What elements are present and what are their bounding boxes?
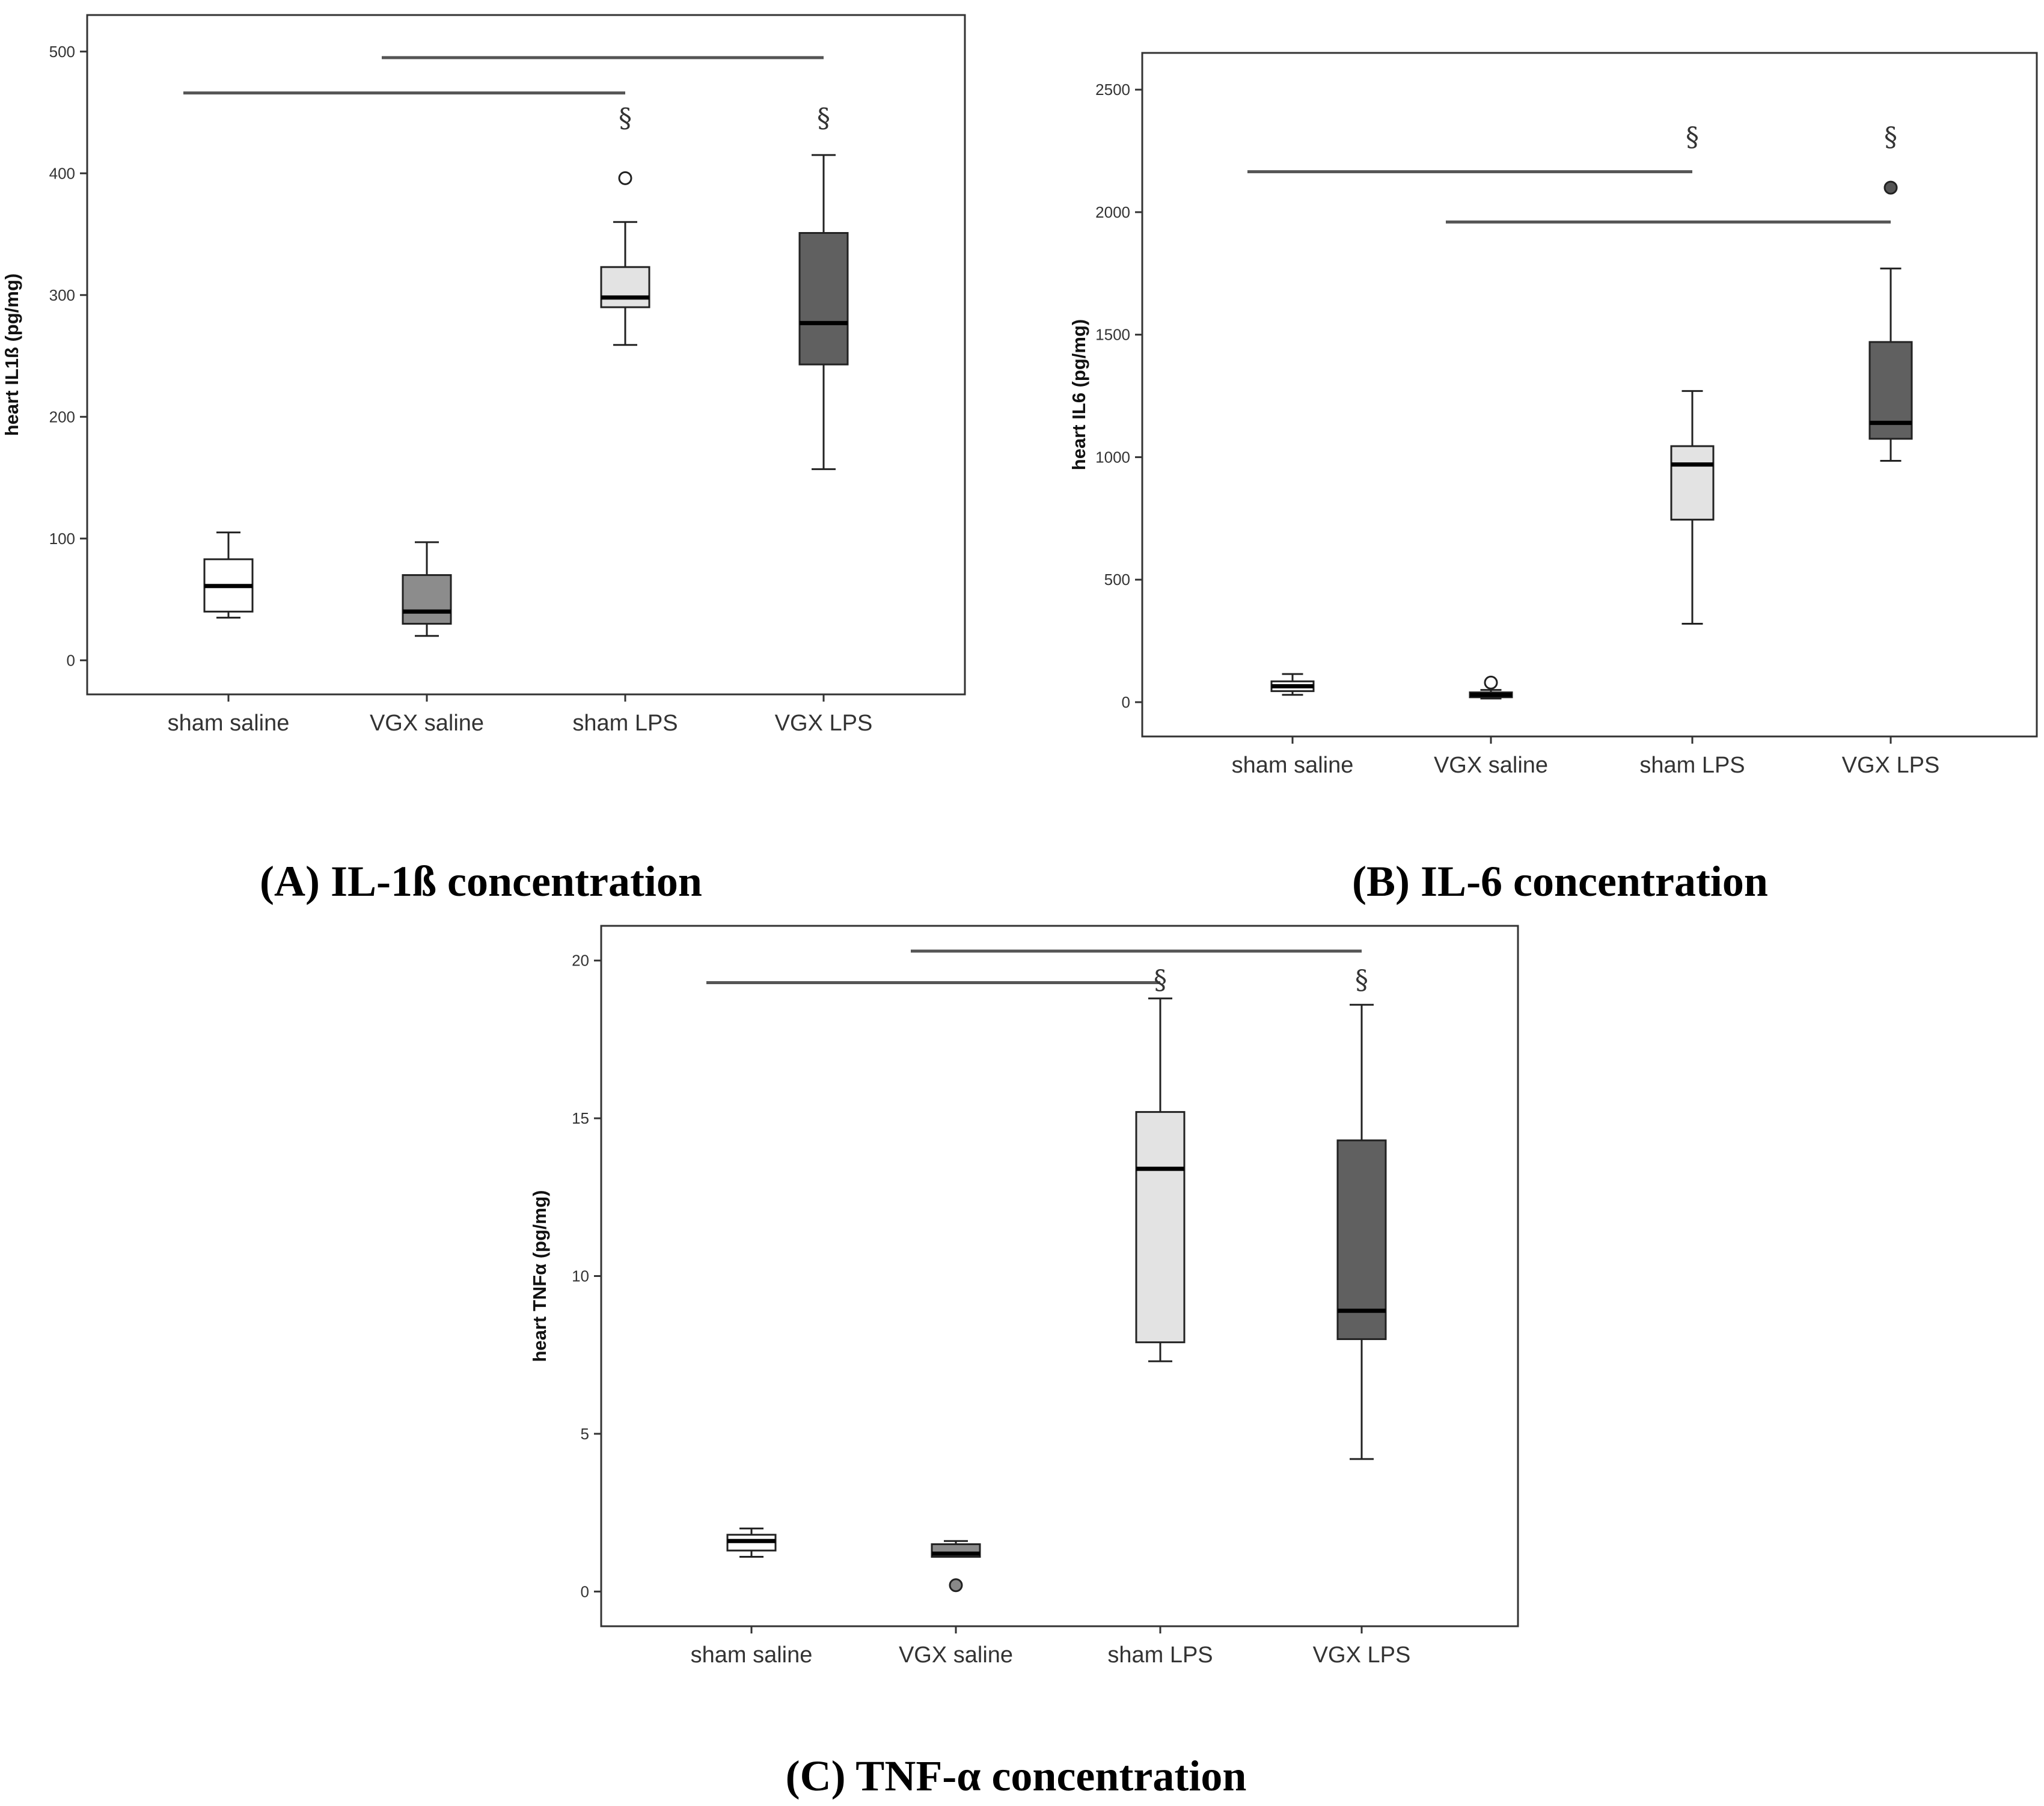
panel-a-y-tick-label-200: 200 [49, 408, 75, 426]
panel-a-y-tick-label-100: 100 [49, 530, 75, 548]
caption-c: (C) TNF-α concentration [786, 1752, 1247, 1800]
panel-b-y-tick-label-500: 500 [1104, 571, 1130, 589]
panel-c-y-tick-label-10: 10 [572, 1267, 589, 1285]
panel-c-vgx-saline-outlier-0 [949, 1578, 963, 1593]
panel-a-vgx-lps-box [798, 231, 849, 366]
panel-b-y-axis-title: heart IL6 (pg/mg) [1068, 319, 1089, 470]
panel-a-x-label-vgx-saline: VGX saline [370, 711, 484, 736]
panel-b-x-label-vgx-lps: VGX LPS [1842, 753, 1940, 778]
panel-c-y-tick-label-5: 5 [581, 1425, 589, 1443]
panel-a-x-label-sham-saline: sham saline [168, 711, 290, 736]
panel-b-y-tick-label-0: 0 [1122, 693, 1130, 711]
panel-b-y-tick-label-2500: 2500 [1095, 81, 1130, 99]
panel-a-significance-marker-sham-lps: § [619, 103, 632, 133]
panel-c-vgx-lps-box [1336, 1139, 1387, 1340]
panel-a-plot-frame [86, 14, 966, 696]
panel-b-x-label-sham-lps: sham LPS [1639, 753, 1745, 778]
panel-b-plot-frame [1141, 52, 2038, 738]
panel-b-vgx-lps-outlier-0 [1883, 180, 1898, 195]
panel-b-y-tick-label-1500: 1500 [1095, 326, 1130, 344]
panel-a-y-tick-label-0: 0 [67, 651, 75, 669]
panel-c-significance-marker-vgx-lps: § [1355, 965, 1368, 996]
panel-b-il6-chart: 0 500 1000 1500 2000 2500 sham saline VGX salin… [1068, 52, 2038, 778]
panel-c-x-label-vgx-lps: VGX LPS [1313, 1642, 1411, 1668]
panel-c-x-label-sham-saline: sham saline [691, 1642, 813, 1668]
caption-b: (B) IL-6 concentration [1352, 857, 1768, 905]
panel-b-significance-marker-vgx-lps: § [1884, 122, 1897, 153]
panel-a-x-label-vgx-lps: VGX LPS [775, 711, 873, 736]
panel-a-sham-lps-box [600, 266, 650, 308]
panel-c-x-label-sham-lps: sham LPS [1107, 1642, 1213, 1668]
panel-b-vgx-saline-outlier-0 [1484, 675, 1498, 690]
caption-a: (A) IL-1ß concentration [260, 857, 702, 905]
panel-c-y-axis-title: heart TNFα (pg/mg) [529, 1190, 550, 1362]
panel-b-y-tick-label-1000: 1000 [1095, 448, 1130, 466]
panel-a-x-label-sham-lps: sham LPS [572, 711, 678, 736]
panel-b-x-label-vgx-saline: VGX saline [1434, 753, 1548, 778]
panel-b-significance-marker-sham-lps: § [1686, 122, 1699, 153]
panel-b-sham-lps-box [1670, 445, 1715, 521]
panel-b-y-tick-label-2000: 2000 [1095, 203, 1130, 221]
panel-a-significance-marker-vgx-lps: § [817, 103, 830, 133]
panel-c-tnfa-chart: 0 5 10 15 20 sham saline VGX saline sham LPS VGX… [529, 925, 1519, 1668]
panel-a-vgx-saline-box [402, 574, 452, 625]
panel-c-y-tick-label-0: 0 [581, 1582, 589, 1600]
panel-a-y-axis-title: heart IL1ß (pg/mg) [1, 274, 22, 436]
panel-a-il1b-chart: 0 100 200 300 400 500 sham saline VGX saline sha… [1, 14, 966, 736]
panel-c-y-tick-label-20: 20 [572, 952, 589, 970]
panel-c-significance-marker-sham-lps: § [1154, 965, 1167, 996]
panel-a-y-tick-label-400: 400 [49, 164, 75, 182]
panel-a-sham-lps-outlier-0 [618, 171, 632, 185]
panel-b-x-label-sham-saline: sham saline [1232, 753, 1354, 778]
panel-a-y-tick-label-300: 300 [49, 286, 75, 304]
panel-c-x-label-vgx-saline: VGX saline [899, 1642, 1013, 1668]
panel-c-sham-lps-box [1135, 1111, 1186, 1344]
panel-c-y-tick-label-15: 15 [572, 1109, 589, 1127]
panel-a-y-tick-label-500: 500 [49, 43, 75, 61]
